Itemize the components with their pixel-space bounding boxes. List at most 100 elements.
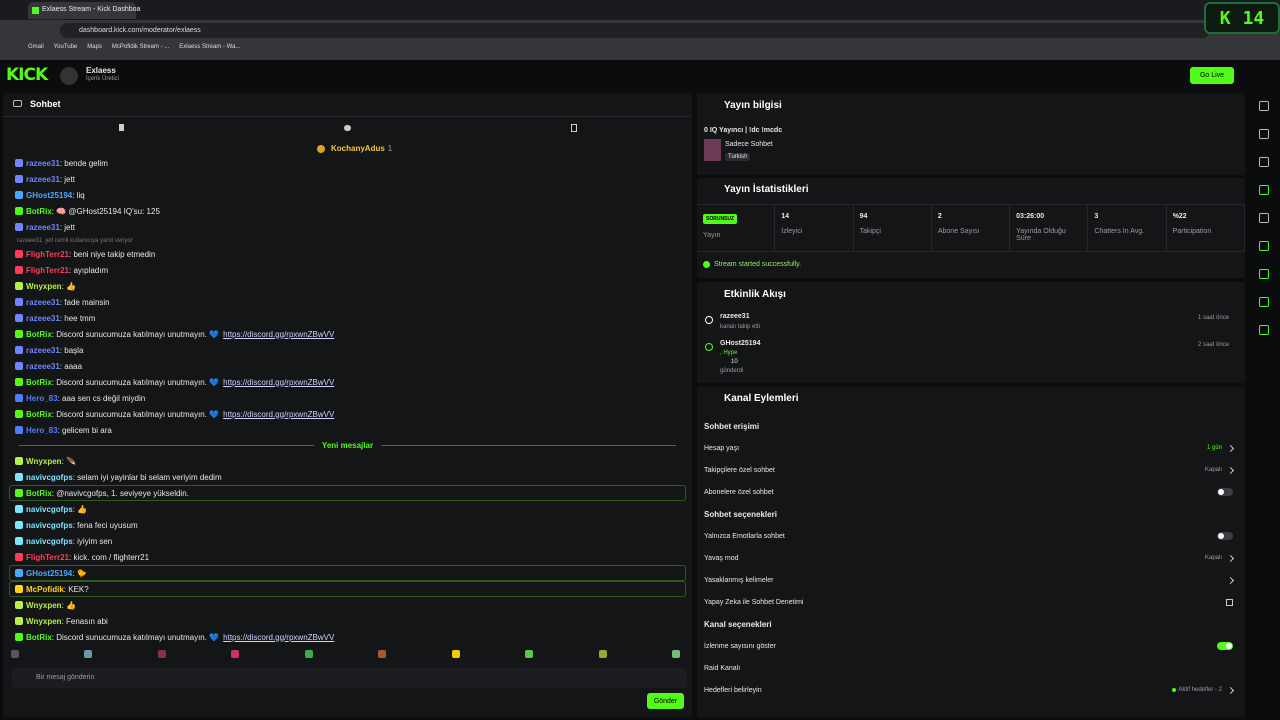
setting-row[interactable]: İzlenme sayısını göster <box>697 635 1245 657</box>
username[interactable]: Wnyxpen <box>26 600 62 610</box>
chat-message: BotRix: Discord sunucumuza katılmayı unu… <box>3 406 692 422</box>
username[interactable]: razeee31 <box>26 345 60 355</box>
setting-label: Takipçilere özel sohbet <box>704 466 775 474</box>
username[interactable]: navivcgofps <box>26 504 73 514</box>
username[interactable]: razeee31 <box>26 222 60 232</box>
message-link[interactable]: https://discord.gg/rpxwnZBwVV <box>223 377 335 387</box>
separator: : <box>72 504 78 514</box>
message-input[interactable]: Bir mesaj gönderin <box>12 668 687 688</box>
bookmark[interactable]: YouTube <box>53 44 78 50</box>
timer-icon[interactable] <box>571 124 577 132</box>
separator: : <box>57 425 63 435</box>
username[interactable]: navivcgofps <box>26 520 73 530</box>
username[interactable]: BotRix <box>26 488 52 498</box>
username[interactable]: GHost25194 <box>26 568 73 578</box>
username[interactable]: BotRix <box>26 329 52 339</box>
chat-message: navivcgofps: iyiyim sen <box>3 533 692 549</box>
toggle[interactable] <box>1217 642 1233 650</box>
badge <box>15 250 23 258</box>
bookmark[interactable]: Exlaess Stream - Wa... <box>179 44 241 50</box>
tool-icon[interactable] <box>1259 157 1269 167</box>
category: Sadece Sohbet <box>725 141 773 148</box>
username[interactable]: Wnyxpen <box>26 616 62 626</box>
trash-icon[interactable] <box>119 124 124 131</box>
username[interactable]: FlighTerr21 <box>26 552 69 562</box>
event-time: 2 saat önce <box>1197 342 1229 348</box>
emote[interactable] <box>304 650 313 658</box>
chat-message: razeee31: jett <box>3 219 692 235</box>
tool-icon[interactable] <box>1259 101 1269 111</box>
go-live-button[interactable]: Go Live <box>1190 67 1234 84</box>
badge <box>15 394 23 402</box>
setting-row[interactable]: Hedefleri belirleyin Aktif hedefler - 2 <box>697 679 1245 701</box>
username[interactable]: razeee31 <box>26 158 60 168</box>
username[interactable]: razeee31 <box>26 313 60 323</box>
badge <box>15 362 23 370</box>
setting-row[interactable]: Yasaklanmış kelimeler <box>697 569 1245 591</box>
emote[interactable] <box>378 650 387 658</box>
chat-mode-icon[interactable] <box>344 125 351 131</box>
tool-icon[interactable] <box>1259 185 1269 195</box>
username[interactable]: FlighTerr21 <box>26 249 69 259</box>
setting-row[interactable]: Yalnızca Emotlarla sohbet <box>697 525 1245 547</box>
message-link[interactable]: https://discord.gg/rpxwnZBwVV <box>223 632 335 642</box>
tool-icon[interactable] <box>1259 297 1269 307</box>
side-toolbar <box>1248 93 1280 383</box>
emote[interactable] <box>157 650 166 658</box>
chat-message: razeee31: bende gelim <box>3 155 692 171</box>
emote[interactable] <box>525 650 534 658</box>
username[interactable]: BotRix <box>26 409 52 419</box>
stream-title: 0 IQ Yayıncı | !dc !mcdc <box>704 127 783 134</box>
username[interactable]: GHost25194 <box>26 190 73 200</box>
emote[interactable] <box>231 650 240 658</box>
username[interactable]: navivcgofps <box>26 536 73 546</box>
setting-row[interactable]: Raid Kanalı <box>697 657 1245 679</box>
tab[interactable]: Exlaess Stream - Kick Dashboa <box>28 2 140 19</box>
toggle[interactable] <box>1217 488 1233 496</box>
toggle[interactable] <box>1217 532 1233 540</box>
username[interactable]: Wnyxpen <box>26 281 62 291</box>
message-text: 👍 <box>66 281 76 291</box>
bookmark[interactable]: Maps <box>87 44 102 50</box>
setting-row[interactable]: Takipçilere özel sohbet Kapalı <box>697 459 1245 481</box>
tool-icon[interactable] <box>1259 269 1269 279</box>
setting-row[interactable]: Yapay Zeka ile Sohbet Denetimi <box>697 591 1245 613</box>
badge <box>15 175 23 183</box>
emote[interactable] <box>671 650 680 658</box>
emote[interactable] <box>84 650 93 658</box>
setting-row[interactable]: Yavaş mod Kapalı <box>697 547 1245 569</box>
username[interactable]: razeee31 <box>26 297 60 307</box>
send-button[interactable]: Gönder <box>647 693 684 709</box>
kick-logo[interactable]: KICK <box>6 65 48 85</box>
username[interactable]: Hero_83 <box>26 425 58 435</box>
username[interactable]: Hero_83 <box>26 393 58 403</box>
tool-icon[interactable] <box>1259 325 1269 335</box>
message-link[interactable]: https://discord.gg/rpxwnZBwVV <box>223 329 335 339</box>
username[interactable]: BotRix <box>26 377 52 387</box>
separator: : <box>59 174 65 184</box>
category-thumb <box>704 139 721 161</box>
username[interactable]: navivcgofps <box>26 472 73 482</box>
setting-row[interactable]: Abonelere özel sohbet <box>697 481 1245 503</box>
setting-row[interactable]: Hesap yaşı 1 gün <box>697 437 1245 459</box>
tool-icon[interactable] <box>1259 213 1269 223</box>
username[interactable]: razeee31 <box>26 174 60 184</box>
tool-icon[interactable] <box>1259 241 1269 251</box>
tool-icon[interactable] <box>1259 129 1269 139</box>
username[interactable]: razeee31 <box>26 361 60 371</box>
separator: : <box>72 568 77 578</box>
username[interactable]: FlighTerr21 <box>26 265 69 275</box>
emote[interactable] <box>11 650 19 658</box>
bookmark[interactable]: McPofidik Stream - ... <box>111 44 170 50</box>
emote[interactable] <box>598 650 607 658</box>
message-link[interactable]: https://discord.gg/rpxwnZBwVV <box>223 409 335 419</box>
username[interactable]: BotRix <box>26 632 52 642</box>
username[interactable]: McPofidik <box>26 584 64 594</box>
address-bar[interactable]: dashboard.kick.com/moderator/exlaess <box>60 23 1210 38</box>
bookmark[interactable]: Gmail <box>28 44 44 50</box>
chat-message: Hero_83: gelicem bi ara <box>3 422 692 438</box>
toolbar: dashboard.kick.com/moderator/exlaess Gma… <box>0 20 1280 60</box>
username[interactable]: Wnyxpen <box>26 456 62 466</box>
emote[interactable] <box>451 650 460 658</box>
username[interactable]: BotRix <box>26 206 52 216</box>
